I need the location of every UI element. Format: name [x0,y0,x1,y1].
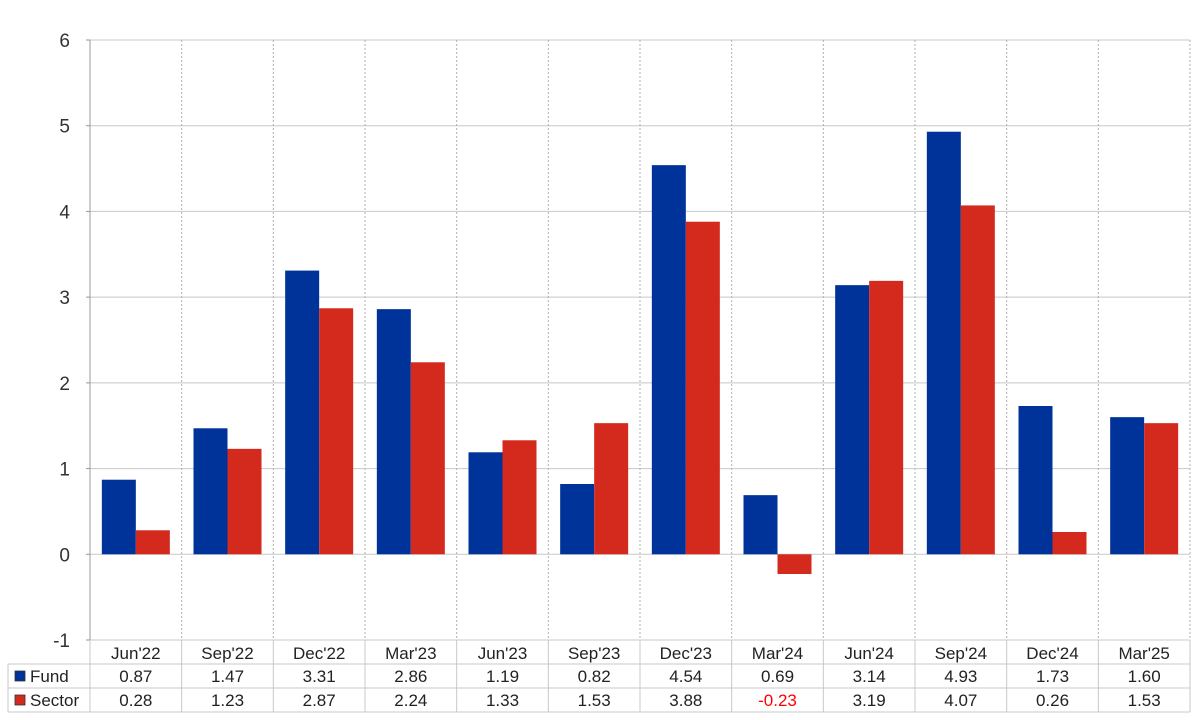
y-tick-label: -1 [53,631,70,652]
data-label-sector: 2.87 [303,691,336,710]
data-label-fund: 1.47 [211,667,244,686]
bar-fund [651,165,686,555]
y-tick-label: 3 [59,288,70,309]
bar-sector [1144,423,1179,555]
data-label-fund: 0.69 [761,667,794,686]
bar-fund [743,495,778,555]
data-label-sector: 1.53 [578,691,611,710]
axes: -1 0 1 2 3 4 5 6 [53,31,91,652]
legend-label-fund: Fund [30,667,69,686]
data-label-sector: 2.24 [394,691,427,710]
data-label-fund: 4.54 [669,667,702,686]
bar-sector [319,308,354,555]
data-label-fund: 3.31 [303,667,336,686]
data-label-sector: 1.23 [211,691,244,710]
legend-swatch-sector [14,694,26,706]
x-tick-label: Dec'23 [660,644,712,663]
gridlines [89,39,1191,641]
data-label-sector: 1.53 [1128,691,1161,710]
y-tick-label: 1 [59,460,70,481]
data-label-sector: 3.88 [669,691,702,710]
data-label-fund: 0.87 [119,667,152,686]
bar-sector [227,448,262,555]
y-tick-label: 0 [59,545,70,566]
bar-sector [135,530,170,555]
bar-fund [101,479,136,555]
data-label-sector: 0.26 [1036,691,1069,710]
bar-sector [685,221,720,555]
data-label-fund: 1.73 [1036,667,1069,686]
data-label-sector: 0.28 [119,691,152,710]
x-tick-label: Mar'23 [385,644,436,663]
bar-fund [193,428,228,555]
x-tick-label: Mar'25 [1118,644,1169,663]
x-tick-label: Mar'24 [752,644,803,663]
data-label-fund: 3.14 [853,667,886,686]
y-tick-label: 2 [59,374,70,395]
x-tick-label: Jun'22 [111,644,161,663]
bar-sector [777,554,812,574]
data-label-fund: 0.82 [578,667,611,686]
bar-sector [960,205,995,555]
x-tick-label: Sep'22 [201,644,253,663]
bar-fund [1018,406,1053,555]
y-tick-label: 5 [59,117,70,138]
legend-swatch-fund [14,670,26,682]
bar-sector [1052,532,1087,555]
data-label-sector: 4.07 [944,691,977,710]
x-tick-label: Jun'24 [844,644,894,663]
y-tick-label: 6 [59,31,70,52]
bar-fund [926,131,961,555]
bar-fund [835,285,870,555]
data-label-fund: 1.19 [486,667,519,686]
bars [101,131,1179,574]
x-tick-label: Sep'24 [935,644,987,663]
y-tick-label: 4 [59,202,70,223]
bar-fund [376,309,411,555]
x-tick-label: Jun'23 [478,644,528,663]
x-tick-label: Dec'24 [1026,644,1078,663]
bar-sector [502,440,537,555]
x-tick-label: Dec'22 [293,644,345,663]
bar-fund [560,484,595,555]
data-label-fund: 1.60 [1128,667,1161,686]
bar-sector [410,362,445,555]
data-label-fund: 2.86 [394,667,427,686]
bar-sector [594,423,629,555]
bar-fund [1110,417,1145,555]
data-label-sector: 3.19 [853,691,886,710]
bar-fund [468,452,503,555]
data-label-sector: 1.33 [486,691,519,710]
bar-sector [869,280,904,555]
data-label-sector: -0.23 [758,691,797,710]
data-table: Jun'22 Sep'22 Dec'22 Mar'23 Jun'23 Sep'23 Dec'… [7,640,1191,713]
legend-label-sector: Sector [30,691,79,710]
x-tick-label: Sep'23 [568,644,620,663]
bar-fund [285,270,320,555]
data-label-fund: 4.93 [944,667,977,686]
